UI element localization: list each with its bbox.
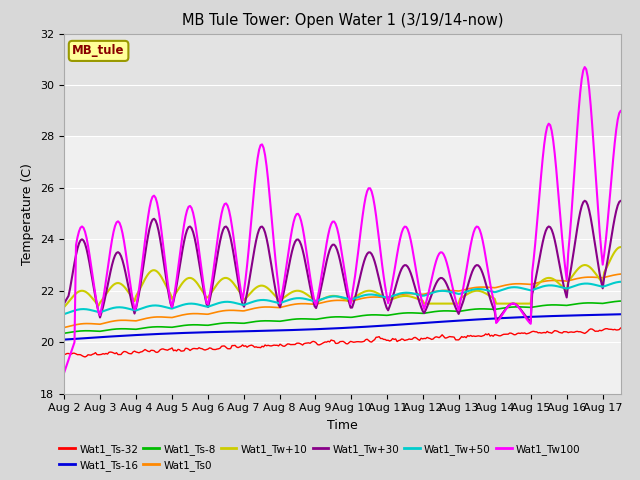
Bar [64,34,621,136]
X-axis label: Time: Time [327,419,358,432]
Title: MB Tule Tower: Open Water 1 (3/19/14-now): MB Tule Tower: Open Water 1 (3/19/14-now… [182,13,503,28]
Legend: Wat1_Ts-32, Wat1_Ts-16, Wat1_Ts-8, Wat1_Ts0, Wat1_Tw+10, Wat1_Tw+30, Wat1_Tw+50,: Wat1_Ts-32, Wat1_Ts-16, Wat1_Ts-8, Wat1_… [55,439,585,475]
Text: MB_tule: MB_tule [72,44,125,58]
Y-axis label: Temperature (C): Temperature (C) [22,163,35,264]
